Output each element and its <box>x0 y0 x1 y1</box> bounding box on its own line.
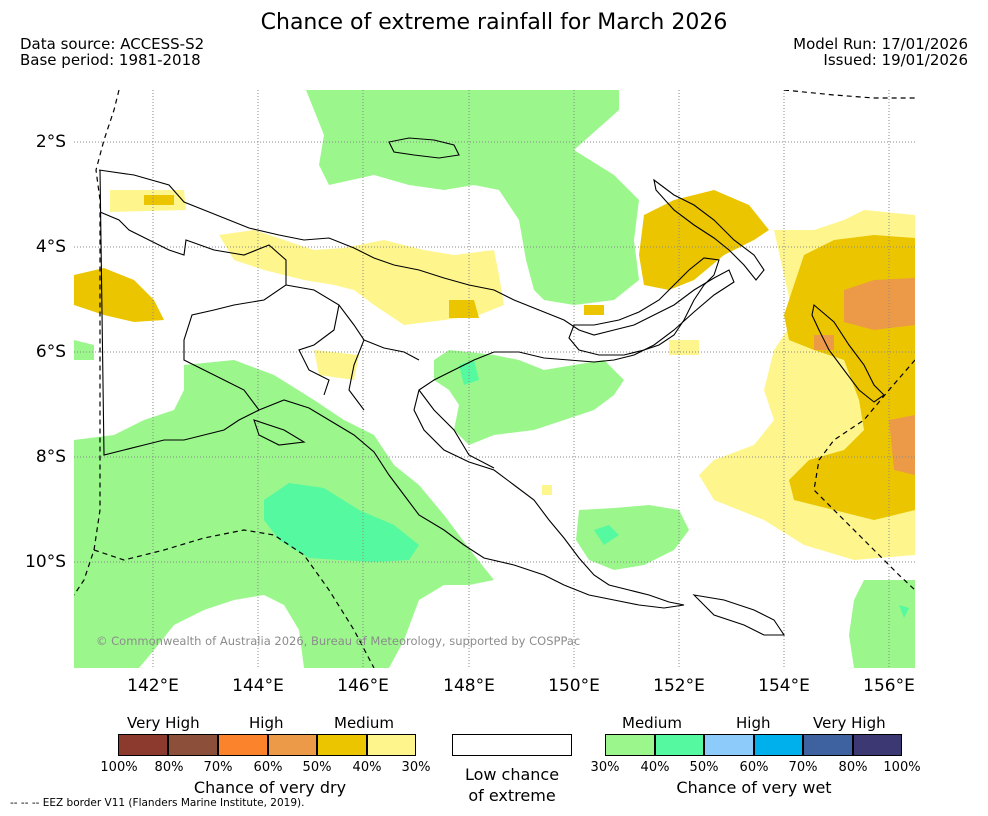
low-chance-swatch <box>452 734 572 756</box>
new-ireland-coast <box>653 178 765 281</box>
wet-swatch-30-40 <box>605 734 655 756</box>
coastlines <box>98 137 885 636</box>
issued-date: Issued: 19/01/2026 <box>823 51 968 69</box>
eez-west-segment <box>74 90 120 596</box>
wet-tick-40: 40% <box>640 760 670 775</box>
dry-very-high-header: Very High <box>127 714 200 732</box>
dry-high-header: High <box>249 714 284 732</box>
wet-tick-30: 30% <box>590 760 620 775</box>
wet-high-header: High <box>736 714 771 732</box>
lon-label-144e: 144°E <box>232 676 284 696</box>
wet-swatch-40-50 <box>655 734 704 756</box>
wet-high-region-south <box>264 483 419 562</box>
wet-high-region-islands <box>594 525 619 545</box>
eez-border <box>74 90 915 668</box>
dry-swatch-60-50 <box>268 734 317 756</box>
wet-high-region-corner <box>899 605 909 618</box>
lon-label-146e: 146°E <box>337 676 389 696</box>
dry-swatch-70-60 <box>218 734 268 756</box>
wet-tick-100: 100% <box>883 760 921 775</box>
dry-tick-70: 70% <box>203 760 233 775</box>
wet-region-left-edge <box>74 340 94 360</box>
dry-swatch-50-40 <box>317 734 367 756</box>
lon-label-150e: 150°E <box>548 676 600 696</box>
map-title: Chance of extreme rainfall for March 202… <box>260 10 728 35</box>
dry-light-region-north <box>219 230 504 325</box>
dry-medium-region-west <box>74 268 164 322</box>
dry-light-region-small <box>542 485 552 495</box>
dry-swatch-100-80 <box>118 734 168 756</box>
dry-medium-region-png-east <box>639 190 769 290</box>
wet-swatch-50-60 <box>704 734 754 756</box>
dry-high-region-east-3 <box>814 335 834 350</box>
dry-tick-100: 100% <box>100 760 138 775</box>
run-info: Model Run: 17/01/2026 Issued: 19/01/2026 <box>793 36 968 68</box>
wet-swatch-60-70 <box>754 734 803 756</box>
lat-label-4s: 4°S <box>35 237 66 257</box>
province-borders <box>99 211 495 469</box>
dry-light-region-patch <box>669 340 699 355</box>
dry-swatch-80-70 <box>168 734 218 756</box>
wet-region-southeast-corner <box>849 580 915 668</box>
wet-swatch-80-100 <box>853 734 902 756</box>
daru-coast <box>253 419 306 446</box>
wet-swatch-70-80 <box>803 734 853 756</box>
wet-tick-60: 60% <box>739 760 769 775</box>
dry-medium-region-small-3 <box>584 305 604 315</box>
dry-medium-header: Medium <box>334 714 394 732</box>
eez-south-segment <box>93 529 375 668</box>
map-canvas <box>74 90 915 668</box>
wet-region-central <box>434 350 624 445</box>
dry-high-region-east-1 <box>844 278 915 330</box>
wet-very-high-header: Very High <box>813 714 886 732</box>
dry-high-region-east-2 <box>889 415 915 475</box>
wet-region-southeast <box>576 505 689 570</box>
lat-label-10s: 10°S <box>25 552 66 572</box>
wet-tick-70: 70% <box>788 760 818 775</box>
data-source: Data source: ACCESS-S2 <box>20 35 205 53</box>
low-chance-label-line1: Low chance <box>464 765 560 784</box>
bougainville-coast <box>811 303 885 403</box>
eez-northeast-segment <box>783 90 915 99</box>
low-chance-label-line2: of extreme <box>468 786 556 805</box>
manus-island-coast <box>388 137 460 159</box>
copyright-notice: © Commonwealth of Australia 2026, Bureau… <box>96 634 581 648</box>
lon-label-152e: 152°E <box>653 676 705 696</box>
dry-high-regions <box>814 278 915 475</box>
low-chance-label: Low chance of extreme <box>432 764 592 806</box>
eez-footnote: -- -- -- EEZ border V11 (Flanders Marine… <box>10 797 305 809</box>
lat-label-6s: 6°S <box>35 342 66 362</box>
lon-label-142e: 142°E <box>127 676 179 696</box>
eez-southeast-segment <box>813 359 915 591</box>
dry-tick-40: 40% <box>352 760 382 775</box>
new-britain-coast <box>568 257 720 356</box>
source-info: Data source: ACCESS-S2 Base period: 1981… <box>20 36 204 68</box>
dry-swatch-40-30 <box>367 734 416 756</box>
dry-tick-60: 60% <box>253 760 283 775</box>
lon-label-148e: 148°E <box>443 676 495 696</box>
dry-medium-region-small-1 <box>144 195 174 205</box>
dry-light-region-mid <box>314 350 359 380</box>
dry-medium-region-small-2 <box>449 300 479 318</box>
lat-label-8s: 8°S <box>35 447 66 467</box>
wet-region-north <box>306 90 639 305</box>
wet-legend-label: Chance of very wet <box>676 778 832 797</box>
model-run: Model Run: 17/01/2026 <box>793 35 968 53</box>
dry-tick-80: 80% <box>154 760 184 775</box>
lon-label-156e: 156°E <box>863 676 915 696</box>
rainfall-map <box>74 90 915 668</box>
dry-legend-label: Chance of very dry <box>193 778 347 797</box>
dry-tick-30: 30% <box>401 760 431 775</box>
dry-tick-50: 50% <box>302 760 332 775</box>
wet-tick-50: 50% <box>689 760 719 775</box>
wet-tick-80: 80% <box>838 760 868 775</box>
lon-label-154e: 154°E <box>758 676 810 696</box>
base-period: Base period: 1981-2018 <box>20 51 201 69</box>
lat-label-2s: 2°S <box>35 132 66 152</box>
louisiade-coast <box>692 594 786 636</box>
wet-medium-header: Medium <box>622 714 682 732</box>
